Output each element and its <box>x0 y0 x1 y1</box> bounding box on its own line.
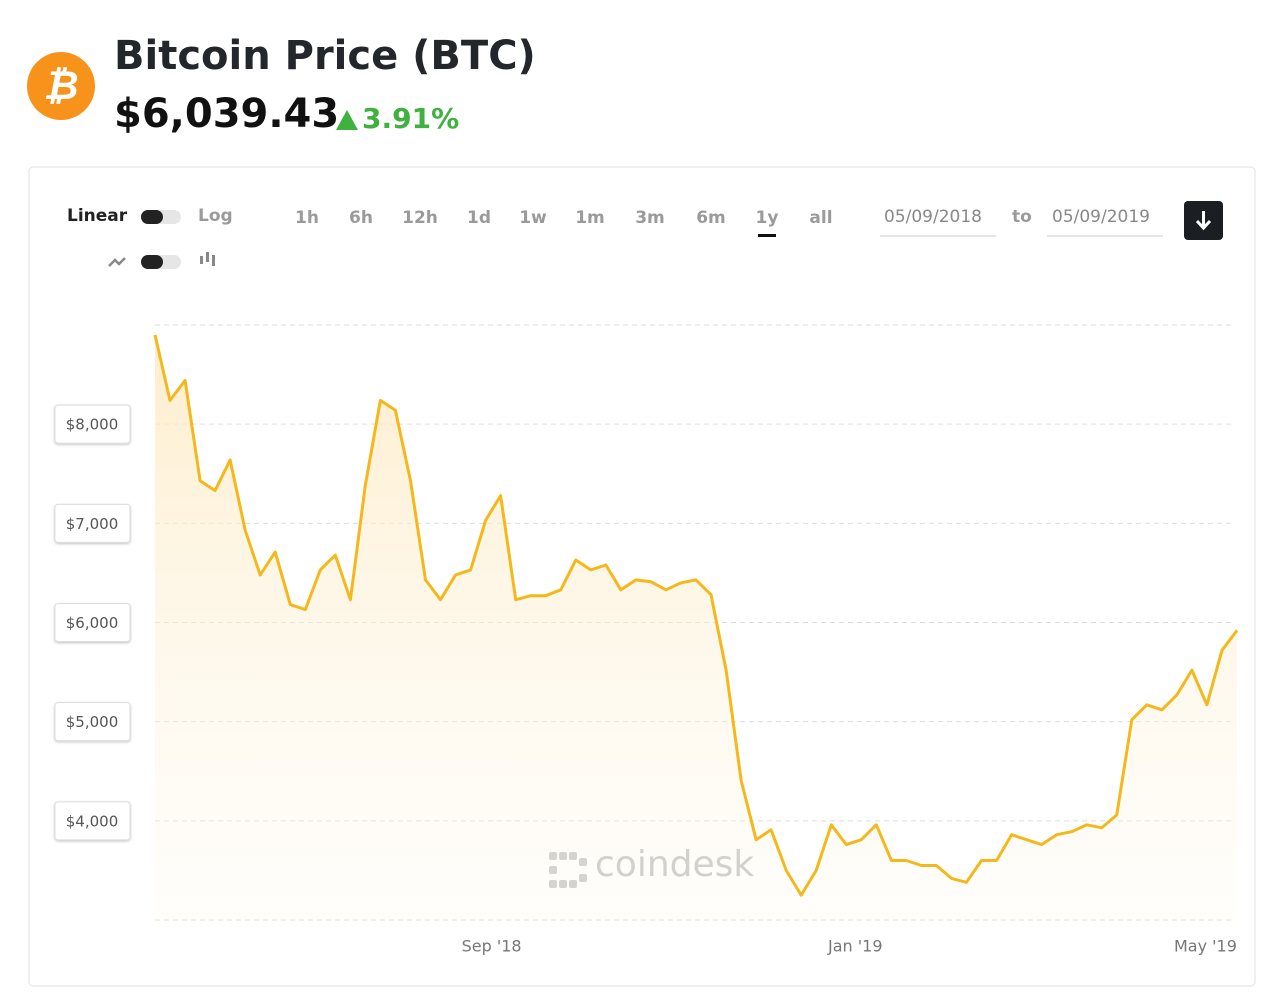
toggle-knob <box>141 255 163 269</box>
change: 3.91% <box>362 102 459 135</box>
range-tab[interactable]: 3m <box>635 208 665 228</box>
date-to[interactable]: 05/09/2019 <box>1052 207 1150 227</box>
plot: $4,000 $5,000 $6,000 $7,000 $8,000 Sep '18 Jan… <box>54 324 1239 956</box>
range-tab[interactable]: 6h <box>349 208 373 228</box>
y-tick-box <box>54 702 131 742</box>
x-tick-label: Sep '18 <box>462 937 522 956</box>
range-tab[interactable]: 1m <box>575 208 605 228</box>
range-tab[interactable]: 1w <box>519 208 547 228</box>
scale-log[interactable]: Log <box>198 206 233 226</box>
y-tick-label: $5,000 <box>66 713 119 731</box>
date-separator: to <box>1012 207 1032 227</box>
y-tick-label: $7,000 <box>66 515 119 533</box>
area <box>155 334 1237 920</box>
y-tick-label: $8,000 <box>66 416 119 434</box>
btc-symbol: ₿ <box>43 63 78 109</box>
toggle-knob <box>141 210 163 224</box>
range-tab[interactable]: all <box>809 208 832 228</box>
y-tick-box <box>54 603 131 642</box>
line-icon <box>108 257 126 267</box>
up-arrow <box>336 110 358 130</box>
active-underline <box>758 234 776 237</box>
price: $6,039.43 <box>114 91 339 137</box>
range-tab[interactable]: 1h <box>295 208 319 228</box>
range-tab[interactable]: 12h <box>402 208 438 228</box>
range-tab[interactable]: 1y <box>756 208 779 228</box>
date-from[interactable]: 05/09/2018 <box>884 207 982 227</box>
price-line <box>153 334 1239 897</box>
range-tabs: 1h 6h 12h 1d 1w 1m 3m 6m 1y all <box>295 208 833 237</box>
y-tick-box <box>54 801 131 841</box>
scale-linear[interactable]: Linear <box>67 206 128 226</box>
title: Bitcoin Price (BTC) <box>114 33 536 79</box>
y-tick-label: $4,000 <box>66 812 119 830</box>
btc-icon <box>27 52 95 120</box>
candle-icon <box>200 252 215 266</box>
y-tick-box <box>54 503 131 543</box>
y-tick-box <box>54 404 131 444</box>
download-icon <box>1195 211 1212 231</box>
range-tab[interactable]: 6m <box>696 208 726 228</box>
y-tick-label: $6,000 <box>66 614 119 632</box>
x-tick-label: Jan '19 <box>827 937 883 956</box>
range-tab[interactable]: 1d <box>467 208 491 228</box>
x-tick-label: May '19 <box>1174 937 1237 956</box>
